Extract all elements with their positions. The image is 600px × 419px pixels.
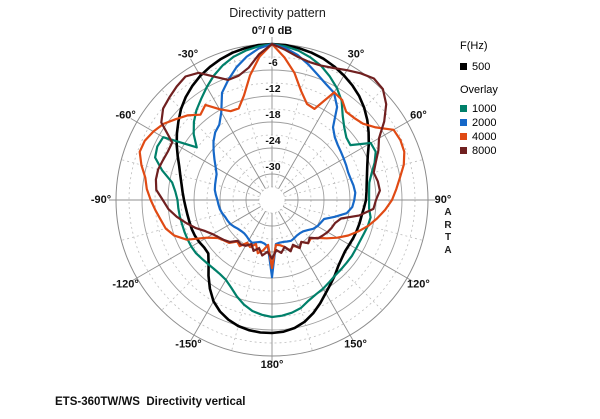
- grid-spoke-dashed: [284, 202, 423, 241]
- angle-label: 180°: [261, 359, 284, 371]
- grid-spoke: [278, 211, 354, 342]
- legend-label-4000: 4000: [472, 130, 497, 143]
- legend-item-4000: 4000: [460, 130, 498, 143]
- grid-spoke-dashed: [121, 159, 260, 198]
- grid-spoke: [283, 118, 414, 194]
- chart-title: Directivity pattern: [229, 6, 326, 20]
- angle-label: -30°: [178, 49, 198, 61]
- legend-label-2000: 2000: [472, 116, 497, 129]
- db-ring-label: -18: [265, 109, 280, 121]
- grid-ring-dashed: [258, 186, 286, 214]
- db-ring-label: -30: [265, 161, 280, 173]
- legend-label-8000: 8000: [472, 144, 497, 157]
- grid-spoke-dashed: [280, 208, 383, 311]
- grid-spoke-dashed: [284, 159, 423, 198]
- legend-swatch-1000: [460, 105, 467, 112]
- angle-label: 0°/ 0 dB: [252, 25, 293, 37]
- legend: F(Hz) 500 Overlay 1000 2000 4000 8000: [460, 40, 498, 158]
- arta-watermark: A R T A: [436, 207, 460, 257]
- arta-watermark-letter: A: [444, 244, 452, 256]
- angle-label: 60°: [410, 110, 427, 122]
- caption: ETS-360TW/WS Directivity vertical: [55, 396, 246, 408]
- angle-label: 120°: [407, 279, 430, 291]
- arta-watermark-letter: T: [444, 232, 452, 243]
- grid-spoke-dashed: [231, 212, 270, 351]
- series-8000hz: [154, 42, 388, 260]
- grid-spoke-dashed: [274, 49, 313, 188]
- grid-spoke-dashed: [161, 89, 264, 192]
- grid-spoke-dashed: [274, 212, 313, 351]
- grid-spoke: [190, 211, 266, 342]
- legend-item-2000: 2000: [460, 116, 498, 129]
- angle-label: -150°: [175, 339, 201, 351]
- angle-label: -90°: [91, 194, 111, 206]
- legend-item-8000: 8000: [460, 144, 498, 157]
- legend-swatch-8000: [460, 147, 467, 154]
- legend-swatch-2000: [460, 119, 467, 126]
- grid-spoke: [130, 206, 261, 282]
- legend-item-500: 500: [460, 60, 498, 73]
- legend-freq-header: F(Hz): [460, 40, 488, 52]
- grid-spoke-dashed: [231, 49, 270, 188]
- legend-label-500: 500: [472, 60, 491, 73]
- angle-label: -120°: [112, 279, 138, 291]
- arta-watermark-letter: A: [444, 207, 452, 218]
- angle-label: -60°: [115, 110, 135, 122]
- db-ring-label: -12: [265, 83, 280, 95]
- db-ring-label: -24: [265, 135, 280, 147]
- legend-swatch-4000: [460, 133, 467, 140]
- legend-item-1000: 1000: [460, 102, 498, 115]
- grid-spoke-dashed: [280, 89, 383, 192]
- legend-swatch-500: [460, 63, 467, 70]
- angle-label: 30°: [348, 49, 365, 61]
- arta-watermark-letter: R: [444, 219, 452, 231]
- angle-label: 90°: [435, 194, 452, 206]
- db-ring-label: -6: [268, 57, 277, 69]
- angle-label: 150°: [344, 339, 367, 351]
- grid-spoke: [190, 58, 266, 189]
- legend-label-1000: 1000: [472, 102, 497, 115]
- grid-spoke: [278, 58, 354, 189]
- grid-spoke-dashed: [161, 208, 264, 311]
- legend-overlay-header: Overlay: [460, 84, 498, 96]
